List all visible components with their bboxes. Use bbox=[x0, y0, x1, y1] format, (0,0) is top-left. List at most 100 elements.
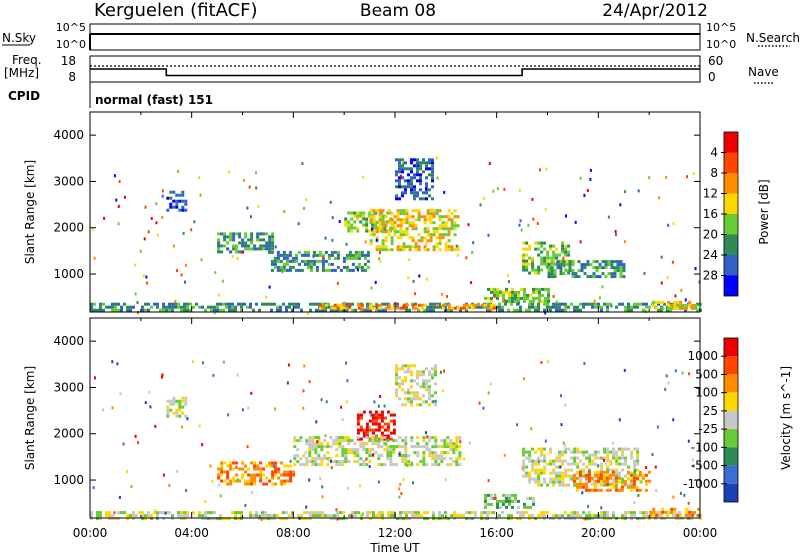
echo-region-9 bbox=[649, 507, 701, 517]
y-tick-label-1: 2000 bbox=[53, 221, 84, 235]
y-tick-label-2: 3000 bbox=[53, 174, 84, 188]
nave-label: Nave bbox=[748, 65, 779, 79]
colorbar-cell-1 bbox=[724, 356, 738, 375]
colorbar-tick-label-4: 20 bbox=[703, 228, 718, 242]
y-tick-label-2: 3000 bbox=[53, 380, 84, 394]
echo-region-3 bbox=[293, 436, 462, 467]
x-axis-label: Time UT bbox=[369, 541, 420, 554]
colorbar-tick-label-0: 1000 bbox=[687, 349, 718, 363]
velocity-axes: 1000 2000 3000 4000 bbox=[53, 318, 701, 518]
colorbar-cell-1 bbox=[724, 152, 738, 173]
power-ylabel: Slant Range [km] bbox=[23, 160, 37, 264]
cpid-label: CPID bbox=[8, 89, 40, 103]
freq-label-2: [MHz] bbox=[4, 66, 39, 80]
power-panel: 1000 2000 3000 4000 Slant Range [km] 4 8 12 16… bbox=[23, 111, 771, 315]
cpid-row: CPID normal (fast) 151 bbox=[8, 82, 213, 108]
power-colorbar: 4 8 12 16 20 24 28 bbox=[703, 131, 739, 297]
x-tick-label-3: 12:00 bbox=[378, 526, 413, 540]
colorbar-cell-4 bbox=[724, 214, 738, 235]
velocity-colorbar: 1000 500 100 25 -25 -100 -500 -1000 bbox=[683, 337, 739, 503]
colorbar-cell-7 bbox=[724, 275, 738, 296]
freq-tick-top: 18 bbox=[61, 54, 76, 68]
noise-right-tick-top: 10^5 bbox=[706, 21, 736, 34]
nave-tick-bottom: 0 bbox=[708, 70, 716, 84]
echo-region-11 bbox=[547, 260, 626, 279]
colorbar-frame bbox=[723, 337, 739, 503]
y-tick-label-0: 1000 bbox=[53, 267, 84, 281]
cpid-text: normal (fast) 151 bbox=[95, 93, 213, 107]
echo-region-7 bbox=[217, 461, 296, 486]
y-tick-label-3: 4000 bbox=[53, 334, 84, 348]
colorbar-tick-label-3: 25 bbox=[703, 404, 718, 418]
power-colorbar-label: Power [dB] bbox=[757, 179, 771, 244]
x-tick-label-4: 16:00 bbox=[479, 526, 514, 540]
noise-left-tick-top: 10^5 bbox=[56, 21, 86, 34]
echo-region-1 bbox=[484, 493, 535, 509]
colorbar-cell-5 bbox=[724, 234, 738, 255]
colorbar-cell-6 bbox=[724, 255, 738, 276]
y-tick-label-1: 2000 bbox=[53, 427, 84, 441]
colorbar-tick-label-5: 24 bbox=[703, 248, 718, 262]
colorbar-tick-label-2: 100 bbox=[695, 386, 718, 400]
echo-region-6 bbox=[572, 470, 651, 492]
colorbar-cell-3 bbox=[724, 193, 738, 214]
power-axes: 1000 2000 3000 4000 bbox=[53, 112, 701, 312]
echo-region-4 bbox=[166, 190, 188, 212]
x-tick-label-6: 00:00 bbox=[683, 526, 718, 540]
freq-label-1: Freq. bbox=[12, 53, 42, 67]
colorbar-cell-2 bbox=[724, 173, 738, 194]
colorbar-cell-4 bbox=[724, 410, 738, 430]
echo-region-0 bbox=[90, 511, 702, 521]
colorbar-cell-7 bbox=[724, 465, 738, 484]
echo-region-5 bbox=[522, 447, 640, 487]
beam-title: Beam 08 bbox=[360, 1, 436, 21]
noise-left-tick-bottom: 10^0 bbox=[56, 38, 86, 51]
x-tick-labels: 00:00 04:00 08:00 12:00 16:00 20:00 00:00 bbox=[73, 526, 718, 540]
colorbar-cell-8 bbox=[724, 483, 738, 502]
colorbar-cell-3 bbox=[724, 392, 738, 411]
colorbar-tick-label-3: 16 bbox=[703, 207, 718, 221]
colorbar-tick-label-2: 12 bbox=[703, 187, 718, 201]
velocity-ylabel: Slant Range [km] bbox=[23, 366, 37, 470]
echo-region-0 bbox=[90, 302, 702, 312]
echo-region-5 bbox=[217, 232, 275, 254]
x-tick-label-2: 08:00 bbox=[276, 526, 311, 540]
echo-region-4 bbox=[395, 364, 437, 407]
y-tick-label-3: 4000 bbox=[53, 128, 84, 142]
colorbar-tick-label-6: 28 bbox=[703, 269, 718, 283]
colorbar-tick-label-6: -500 bbox=[691, 459, 718, 473]
noise-right-tick-bottom: 10^0 bbox=[706, 38, 736, 51]
date-title: 24/Apr/2012 bbox=[602, 1, 708, 21]
colorbar-tick-label-4: -25 bbox=[698, 422, 718, 436]
speckle-echoes bbox=[91, 156, 701, 315]
colorbar-tick-label-5: -100 bbox=[691, 440, 718, 454]
station-title: Kerguelen (fitACF) bbox=[94, 0, 258, 21]
colorbar-tick-label-1: 500 bbox=[695, 367, 718, 381]
freq-line bbox=[90, 68, 700, 77]
echo-region-6 bbox=[267, 250, 370, 272]
nave-tick-top: 60 bbox=[708, 54, 723, 68]
velocity-panel: 1000 2000 3000 4000 Slant Range [km] 1000 50… bbox=[23, 317, 793, 521]
freq-tick-bottom: 8 bbox=[68, 70, 76, 84]
colorbar-cell-0 bbox=[724, 338, 738, 357]
noise-panel: N.Sky 10^5 10^0 10^5 10^0 N.Search bbox=[2, 21, 800, 51]
colorbar-tick-label-1: 8 bbox=[710, 166, 718, 180]
freq-panel: Freq. [MHz] 18 8 60 0 Nave bbox=[4, 53, 779, 84]
speckle-echoes bbox=[92, 360, 695, 521]
velocity-plot-area bbox=[90, 360, 702, 521]
noise-search-label: N.Search bbox=[746, 31, 800, 45]
echo-region-8 bbox=[369, 209, 460, 252]
colorbar-cell-2 bbox=[724, 374, 738, 393]
x-tick-label-1: 04:00 bbox=[174, 526, 209, 540]
echo-region-9 bbox=[395, 158, 434, 201]
x-tick-label-0: 00:00 bbox=[73, 526, 108, 540]
x-tick-label-5: 20:00 bbox=[581, 526, 616, 540]
colorbar-tick-label-7: -1000 bbox=[683, 477, 718, 491]
echo-region-8 bbox=[166, 396, 188, 418]
colorbar-cell-0 bbox=[724, 132, 738, 153]
velocity-colorbar-label: Velocity [m s^-1] bbox=[779, 366, 793, 470]
colorbar-tick-label-0: 4 bbox=[710, 146, 718, 160]
colorbar-cell-6 bbox=[724, 447, 738, 466]
y-tick-label-0: 1000 bbox=[53, 473, 84, 487]
